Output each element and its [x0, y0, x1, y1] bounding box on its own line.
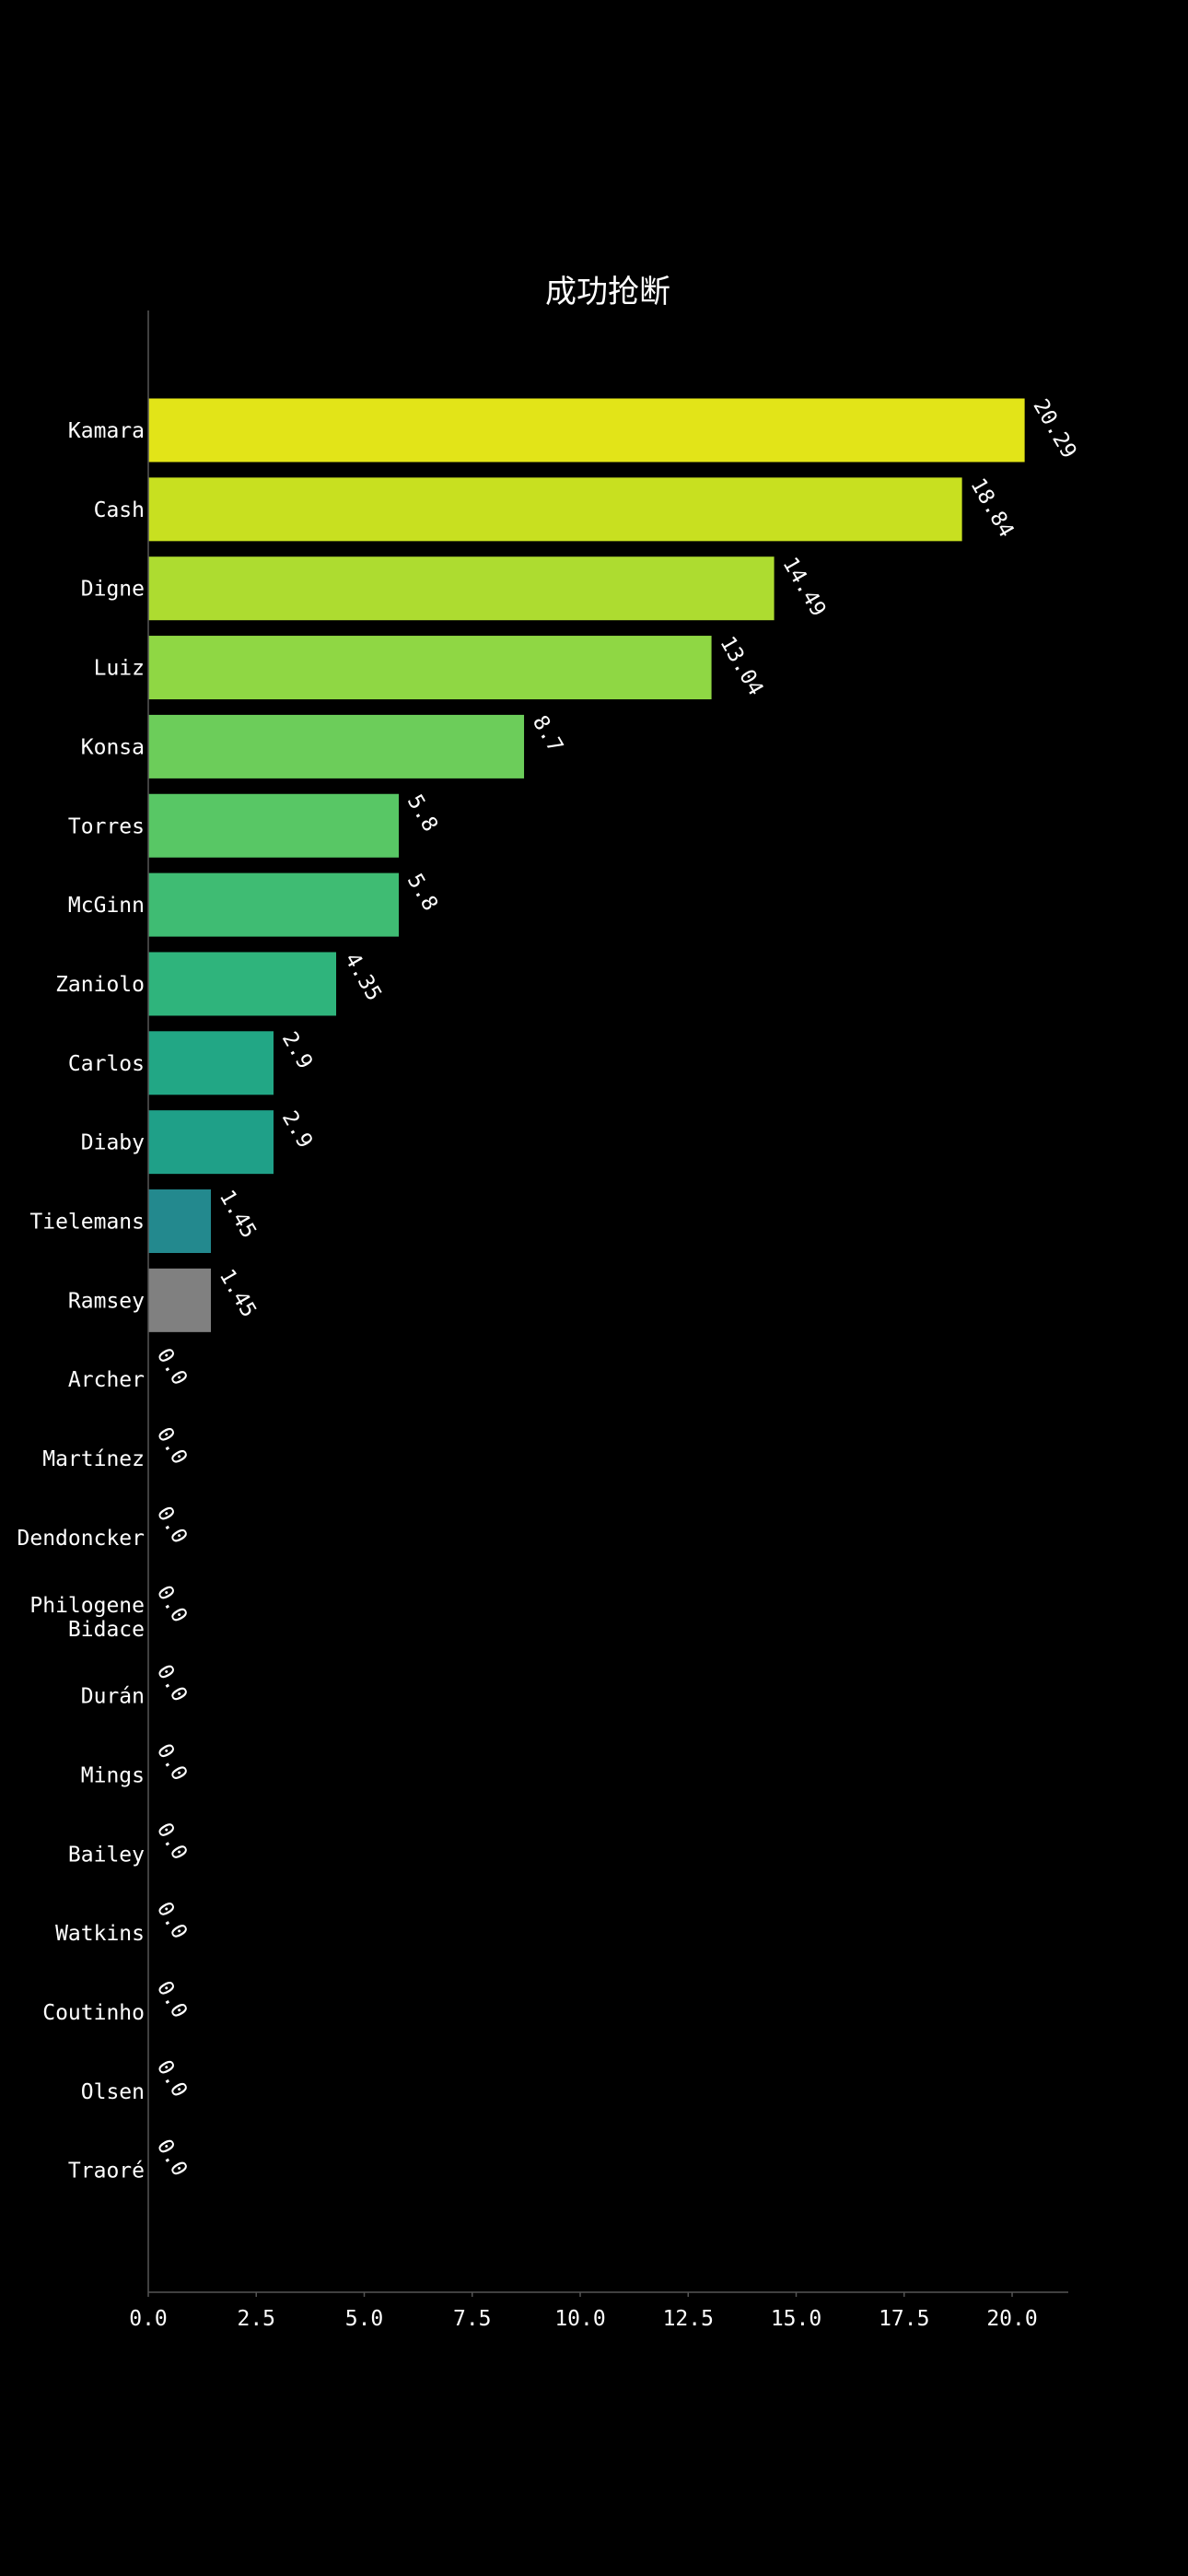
category-label: Watkins: [55, 1922, 145, 1946]
x-tick-label: 0.0: [129, 2307, 168, 2331]
x-tick-label: 15.0: [771, 2307, 821, 2331]
category-label: Diaby: [81, 1131, 145, 1155]
value-label: 0.0: [152, 1819, 192, 1864]
value-label: 0.0: [152, 1582, 192, 1627]
category-label: Carlos: [68, 1052, 145, 1076]
x-tick-label: 17.5: [879, 2307, 929, 2331]
value-label: 5.8: [402, 790, 442, 836]
category-label: Traoré: [68, 2160, 145, 2184]
category-label: Cash: [94, 498, 145, 522]
bar-luiz: [148, 636, 712, 700]
category-label: Torres: [68, 814, 145, 838]
value-label: 0.0: [152, 2056, 192, 2102]
category-label: Bailey: [68, 1843, 145, 1867]
value-label: 0.0: [152, 1423, 192, 1469]
value-label: 1.45: [215, 1265, 261, 1321]
value-label: 2.9: [277, 1107, 317, 1153]
category-label: Zaniolo: [55, 973, 145, 997]
x-tick-label: 7.5: [453, 2307, 492, 2331]
category-label: Mings: [81, 1763, 145, 1787]
category-label: Martínez: [42, 1447, 145, 1471]
category-label: Tielemans: [29, 1211, 145, 1235]
x-tick-label: 10.0: [554, 2307, 605, 2331]
x-tick-label: 20.0: [986, 2307, 1037, 2331]
category-label: Archer: [68, 1368, 145, 1392]
value-label: 0.0: [152, 2136, 192, 2181]
category-label: Ramsey: [68, 1289, 145, 1313]
category-label: Kamara: [68, 419, 145, 443]
bar-digne: [148, 556, 775, 621]
value-label: 1.45: [215, 1187, 261, 1243]
bar-carlos: [148, 1031, 274, 1095]
category-label: Olsen: [81, 2080, 145, 2104]
value-label: 14.49: [777, 554, 830, 621]
x-ticks-group: 0.0 2.5 5.0 7.5 10.0 12.5 15.0 17.5 20.0: [129, 2292, 1038, 2331]
x-tick-label: 5.0: [345, 2307, 384, 2331]
category-label: Luiz: [94, 657, 145, 681]
value-label: 0.0: [152, 1503, 192, 1548]
x-tick-label: 2.5: [237, 2307, 275, 2331]
value-label: 13.04: [715, 633, 767, 700]
value-label: 5.8: [402, 870, 442, 915]
chart-title: 成功抢断: [545, 274, 670, 310]
value-label: 0.0: [152, 1898, 192, 1943]
category-label: Coutinho: [42, 2001, 145, 2025]
category-label: McGinn: [68, 894, 145, 918]
category-label: Konsa: [81, 735, 145, 759]
x-tick-label: 12.5: [663, 2307, 714, 2331]
bar-konsa: [148, 714, 525, 779]
value-label: 0.0: [152, 1977, 192, 2022]
bar-diaby: [148, 1110, 274, 1175]
category-label: Digne: [81, 578, 145, 602]
value-label: 0.0: [152, 1661, 192, 1706]
category-labels-group: Kamara Cash Digne Luiz Konsa Torres McGinn Zani…: [17, 419, 145, 2184]
value-label: 18.84: [965, 474, 1018, 542]
bar-ramsey: [148, 1268, 212, 1332]
bar-torres: [148, 793, 400, 858]
bar-kamara: [148, 398, 1025, 463]
category-label: Durán: [81, 1685, 145, 1709]
bar-zaniolo: [148, 952, 337, 1016]
value-label: 4.35: [340, 949, 386, 1005]
value-label: 0.0: [152, 1344, 192, 1389]
bars-group: [148, 398, 1025, 1332]
category-label: Philogene Bidace: [29, 1594, 145, 1642]
bar-tielemans: [148, 1189, 212, 1253]
category-label: Dendoncker: [17, 1527, 145, 1551]
bar-mcginn: [148, 872, 400, 937]
value-label: 0.0: [152, 1739, 192, 1785]
value-label: 8.7: [528, 711, 567, 756]
value-label: 2.9: [277, 1028, 317, 1073]
value-label: 20.29: [1028, 395, 1080, 463]
bar-cash: [148, 477, 962, 542]
